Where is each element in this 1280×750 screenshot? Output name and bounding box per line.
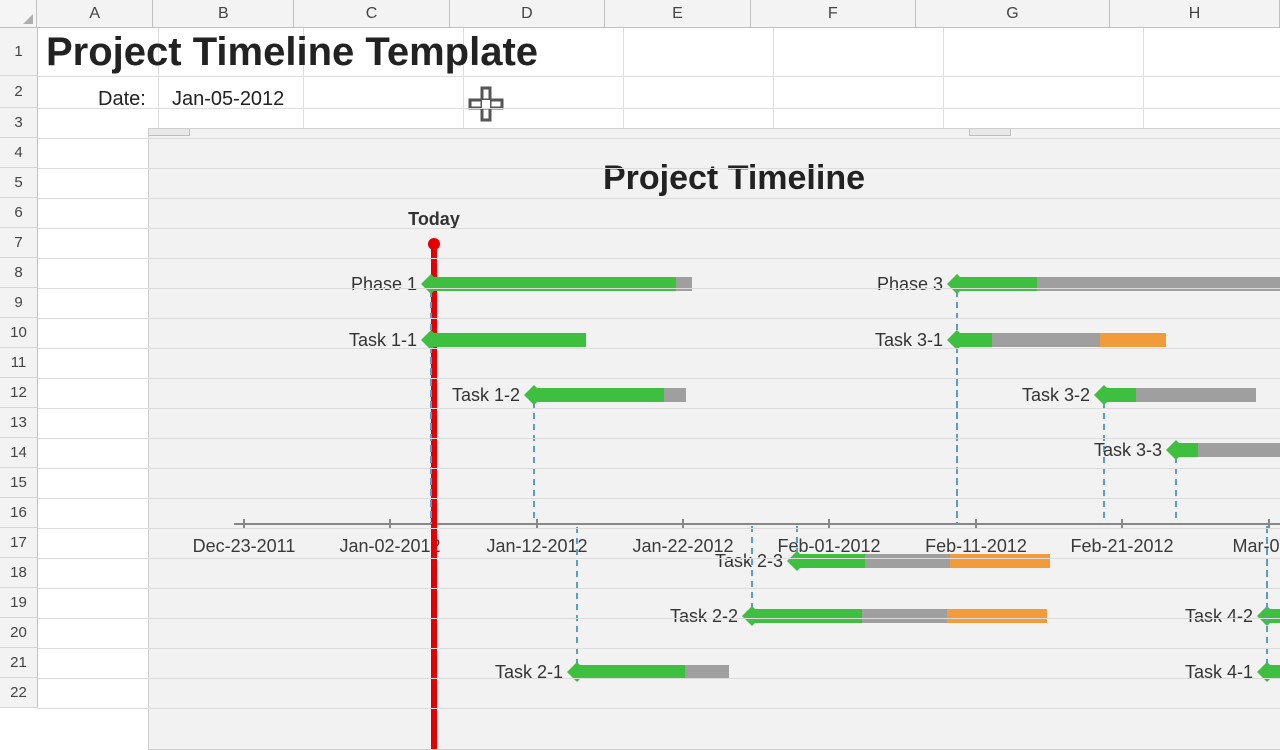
column-headers: ABCDEFGH: [0, 0, 1280, 28]
col-header-E[interactable]: E: [605, 0, 751, 28]
col-header-C[interactable]: C: [294, 0, 449, 28]
col-header-B[interactable]: B: [153, 0, 294, 28]
col-header-A[interactable]: A: [37, 0, 154, 28]
row-header-5[interactable]: 5: [0, 168, 38, 198]
svg-text:Task 3-1: Task 3-1: [875, 330, 943, 350]
row-header-7[interactable]: 7: [0, 228, 38, 258]
svg-text:Feb-01-2012: Feb-01-2012: [777, 536, 880, 556]
row-header-20[interactable]: 20: [0, 618, 38, 648]
svg-text:Jan-02-2012: Jan-02-2012: [339, 536, 440, 556]
row-header-17[interactable]: 17: [0, 528, 38, 558]
svg-text:Task 3-3: Task 3-3: [1094, 440, 1162, 460]
svg-text:Task 1-2: Task 1-2: [452, 385, 520, 405]
svg-text:Task 2-3: Task 2-3: [715, 551, 783, 571]
svg-text:Phase 1: Phase 1: [351, 274, 417, 294]
row-header-14[interactable]: 14: [0, 438, 38, 468]
row-header-16[interactable]: 16: [0, 498, 38, 528]
row-header-2[interactable]: 2: [0, 76, 38, 108]
row-header-10[interactable]: 10: [0, 318, 38, 348]
row-header-18[interactable]: 18: [0, 558, 38, 588]
row-header-22[interactable]: 22: [0, 678, 38, 708]
chart-plot: Dec-23-2011Jan-02-2012Jan-12-2012Jan-22-…: [149, 129, 1280, 750]
col-header-D[interactable]: D: [450, 0, 605, 28]
svg-text:Phase 3: Phase 3: [877, 274, 943, 294]
col-header-H[interactable]: H: [1110, 0, 1280, 28]
col-header-F[interactable]: F: [751, 0, 916, 28]
svg-text:Jan-12-2012: Jan-12-2012: [486, 536, 587, 556]
svg-text:Task 2-2: Task 2-2: [670, 606, 738, 626]
svg-text:Dec-23-2011: Dec-23-2011: [193, 536, 296, 556]
svg-text:Feb-11-2012: Feb-11-2012: [925, 536, 1027, 556]
select-all-corner[interactable]: [0, 0, 37, 28]
row-header-11[interactable]: 11: [0, 348, 38, 378]
row-header-6[interactable]: 6: [0, 198, 38, 228]
sheet-area[interactable]: Project Timeline Template Date: Jan-05-2…: [38, 28, 1280, 720]
row-header-8[interactable]: 8: [0, 258, 38, 288]
col-header-G[interactable]: G: [916, 0, 1110, 28]
svg-text:Task 2-1: Task 2-1: [495, 662, 563, 682]
svg-text:Feb-21-2012: Feb-21-2012: [1070, 536, 1173, 556]
row-headers: 12345678910111213141516171819202122: [0, 28, 38, 708]
row-header-21[interactable]: 21: [0, 648, 38, 678]
row-header-1[interactable]: 1: [0, 28, 38, 76]
row-header-13[interactable]: 13: [0, 408, 38, 438]
timeline-chart[interactable]: Project Timeline Dec-23-2011Jan-02-2012J…: [148, 128, 1280, 750]
row-header-15[interactable]: 15: [0, 468, 38, 498]
row-header-12[interactable]: 12: [0, 378, 38, 408]
svg-text:Task 1-1: Task 1-1: [349, 330, 417, 350]
row-header-19[interactable]: 19: [0, 588, 38, 618]
svg-text:Mar-02-2: Mar-02-2: [1232, 536, 1280, 556]
svg-text:Task 4-2: Task 4-2: [1185, 606, 1253, 626]
row-header-3[interactable]: 3: [0, 108, 38, 138]
svg-text:Task 3-2: Task 3-2: [1022, 385, 1090, 405]
svg-text:Task 4-1: Task 4-1: [1185, 662, 1253, 682]
svg-text:Today: Today: [408, 209, 460, 229]
page-title: Project Timeline Template: [46, 30, 538, 75]
cell-cursor-icon: [468, 86, 504, 122]
row-header-4[interactable]: 4: [0, 138, 38, 168]
row-header-9[interactable]: 9: [0, 288, 38, 318]
